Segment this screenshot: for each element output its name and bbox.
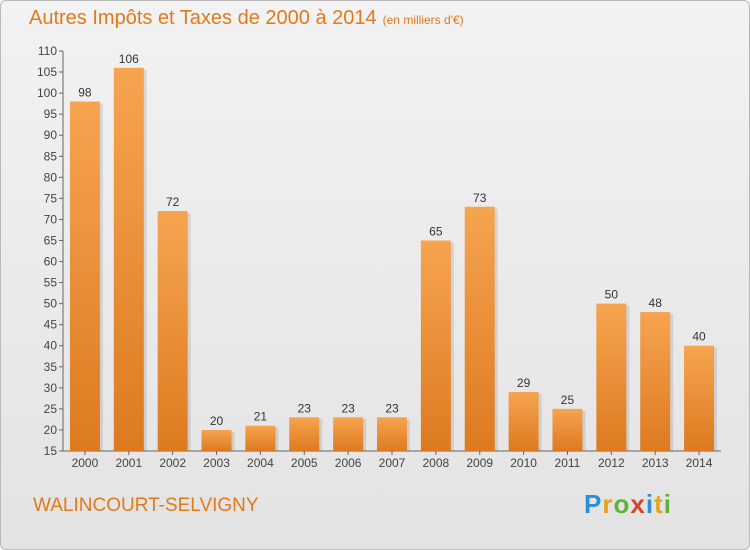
- y-tick-label: 70: [44, 212, 58, 226]
- logo-letter: i: [645, 489, 655, 519]
- y-tick-label: 35: [44, 360, 58, 374]
- chart-title: Autres Impôts et Taxes de 2000 à 2014: [29, 7, 377, 29]
- x-tick-label: 2010: [510, 456, 537, 470]
- bar-value-label: 23: [298, 401, 312, 415]
- y-tick-label: 95: [44, 107, 58, 121]
- bar: [596, 303, 627, 451]
- bar-value-label: 20: [210, 414, 224, 428]
- y-tick-label: 85: [44, 149, 58, 163]
- y-tick-label: 15: [44, 444, 58, 458]
- bar-value-label: 48: [649, 296, 663, 310]
- chart-subtitle: (en milliers d'€): [382, 13, 464, 27]
- y-tick-label: 25: [44, 402, 58, 416]
- bar-value-label: 25: [561, 393, 575, 407]
- y-tick-label: 75: [44, 191, 58, 205]
- proxiti-logo: Proxiti: [584, 489, 672, 520]
- bar-value-label: 29: [517, 376, 531, 390]
- y-tick-label: 45: [44, 318, 58, 332]
- bar: [69, 101, 100, 452]
- bar: [552, 408, 583, 451]
- y-tick-label: 105: [37, 65, 57, 79]
- y-tick-label: 90: [44, 128, 58, 142]
- y-tick-label: 100: [37, 86, 57, 100]
- x-tick-label: 2007: [379, 456, 406, 470]
- x-tick-label: 2001: [115, 456, 142, 470]
- x-tick-label: 2004: [247, 456, 274, 470]
- x-tick-label: 2000: [72, 456, 99, 470]
- bar: [245, 425, 276, 451]
- bar-value-label: 50: [605, 288, 619, 302]
- logo-letter: t: [654, 489, 664, 519]
- chart-title-block: Autres Impôts et Taxes de 2000 à 2014 (en…: [29, 7, 464, 30]
- bar-value-label: 23: [385, 401, 399, 415]
- x-tick-label: 2013: [642, 456, 669, 470]
- y-tick-label: 40: [44, 339, 58, 353]
- y-tick-label: 60: [44, 255, 58, 269]
- bar: [464, 206, 495, 451]
- logo-letter: r: [602, 489, 614, 519]
- x-tick-label: 2008: [423, 456, 450, 470]
- y-tick-label: 65: [44, 233, 58, 247]
- bar-value-label: 73: [473, 191, 487, 205]
- bar: [508, 392, 539, 451]
- y-tick-label: 80: [44, 170, 58, 184]
- x-tick-label: 2014: [686, 456, 713, 470]
- y-tick-label: 50: [44, 297, 58, 311]
- bar-value-label: 106: [119, 52, 139, 66]
- logo-letter: o: [613, 489, 631, 519]
- x-tick-label: 2009: [466, 456, 493, 470]
- bar-value-label: 23: [341, 401, 355, 415]
- x-tick-label: 2005: [291, 456, 318, 470]
- x-tick-label: 2006: [335, 456, 362, 470]
- logo-letter: x: [630, 489, 646, 519]
- bar-value-label: 98: [78, 86, 92, 100]
- x-tick-label: 2012: [598, 456, 625, 470]
- x-tick-label: 2003: [203, 456, 230, 470]
- y-tick-label: 30: [44, 381, 58, 395]
- logo-letter: i: [663, 489, 672, 519]
- x-tick-label: 2011: [555, 456, 581, 470]
- bar: [640, 312, 671, 451]
- bar: [157, 211, 188, 451]
- bar: [113, 67, 144, 451]
- bar-value-label: 65: [429, 224, 443, 238]
- y-tick-label: 110: [38, 44, 57, 58]
- x-tick-label: 2002: [159, 456, 186, 470]
- bar: [289, 417, 320, 451]
- bar: [201, 429, 232, 451]
- bar-value-label: 72: [166, 195, 180, 209]
- bar: [420, 240, 451, 451]
- commune-name: WALINCOURT-SELVIGNY: [33, 495, 259, 516]
- logo-letter: P: [584, 489, 603, 519]
- bar-value-label: 40: [692, 330, 706, 344]
- y-tick-label: 55: [44, 276, 58, 290]
- bar: [684, 345, 715, 451]
- bar: [333, 417, 364, 451]
- bar-value-label: 21: [254, 410, 268, 424]
- bar: [377, 417, 407, 451]
- y-tick-label: 20: [44, 423, 58, 437]
